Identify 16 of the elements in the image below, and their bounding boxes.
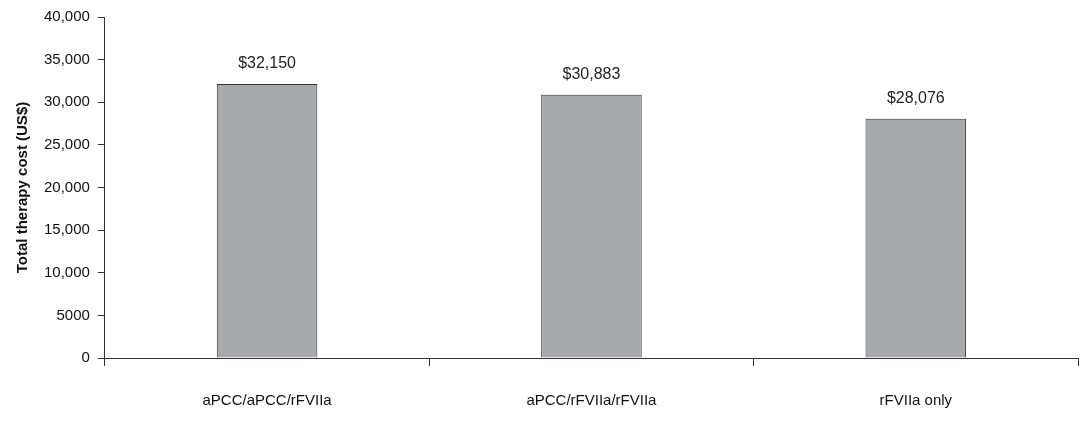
y-tick-label: 10,000 bbox=[43, 262, 90, 280]
y-tick-label: 35,000 bbox=[43, 49, 90, 67]
x-tick-label: rFVIIa only bbox=[879, 391, 953, 409]
data-label: $30,883 bbox=[562, 65, 621, 83]
y-tick-label: 40,000 bbox=[43, 7, 90, 25]
y-tick-label: 30,000 bbox=[43, 92, 90, 110]
y-tick-label: 25,000 bbox=[43, 135, 90, 153]
x-tick-label: aPCC/rFVIIa/rFVIIa bbox=[526, 391, 658, 409]
data-label: $28,076 bbox=[886, 89, 945, 107]
y-tick-label: 5000 bbox=[56, 305, 90, 323]
x-tick-label: aPCC/aPCC/rFVIIa bbox=[202, 391, 333, 409]
y-tick-label: 15,000 bbox=[43, 220, 90, 238]
y-tick-label: 0 bbox=[81, 348, 90, 366]
y-tick-label: 20,000 bbox=[43, 177, 90, 195]
data-label: $32,150 bbox=[238, 54, 297, 72]
y-axis-title: Total therapy cost (US$) bbox=[13, 101, 31, 274]
